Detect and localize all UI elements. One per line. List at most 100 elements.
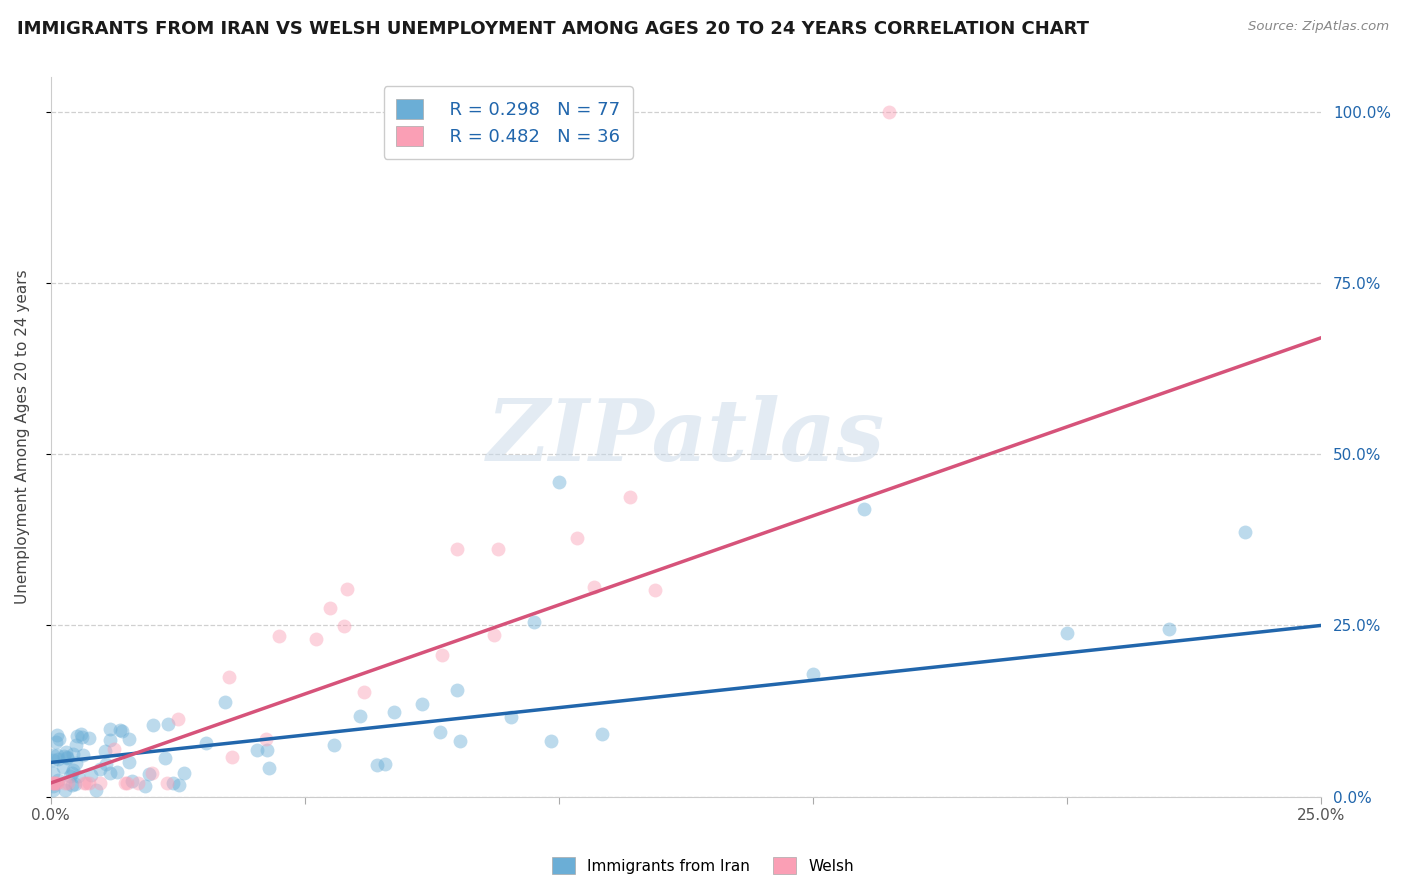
Point xyxy=(218,670,240,684)
Point xyxy=(111,723,134,738)
Point xyxy=(254,732,277,747)
Point xyxy=(1056,626,1078,640)
Point xyxy=(62,747,84,761)
Point xyxy=(167,712,190,726)
Point xyxy=(353,685,375,699)
Point xyxy=(46,752,69,766)
Point xyxy=(66,730,89,744)
Point xyxy=(259,761,281,775)
Point xyxy=(114,776,136,790)
Point xyxy=(565,532,588,546)
Point xyxy=(349,709,371,723)
Point xyxy=(411,698,433,712)
Point xyxy=(449,734,471,748)
Point xyxy=(65,756,87,770)
Point xyxy=(79,776,101,790)
Point xyxy=(89,762,111,776)
Point xyxy=(156,776,179,790)
Point xyxy=(336,582,359,597)
Point xyxy=(66,769,89,783)
Point xyxy=(591,727,613,741)
Point xyxy=(62,763,84,777)
Text: IMMIGRANTS FROM IRAN VS WELSH UNEMPLOYMENT AMONG AGES 20 TO 24 YEARS CORRELATION: IMMIGRANTS FROM IRAN VS WELSH UNEMPLOYME… xyxy=(17,20,1088,37)
Point xyxy=(89,776,111,790)
Point xyxy=(56,776,79,790)
Point xyxy=(53,748,76,763)
Point xyxy=(103,741,125,756)
Point xyxy=(121,774,143,789)
Point xyxy=(619,490,641,504)
Point xyxy=(134,779,156,793)
Text: Source: ZipAtlas.com: Source: ZipAtlas.com xyxy=(1249,20,1389,33)
Point xyxy=(93,744,115,758)
Point xyxy=(79,768,101,782)
Point xyxy=(42,776,65,790)
Point xyxy=(446,682,468,697)
Point xyxy=(382,705,405,719)
Point xyxy=(214,695,236,709)
Point xyxy=(56,751,79,765)
Point xyxy=(55,745,77,759)
Point xyxy=(305,632,328,647)
Point xyxy=(127,776,149,790)
Point xyxy=(501,709,523,723)
Point xyxy=(115,776,138,790)
Point xyxy=(53,776,76,790)
Point xyxy=(72,747,94,762)
Point xyxy=(429,724,451,739)
Point xyxy=(108,723,131,738)
Point xyxy=(77,731,100,745)
Point xyxy=(245,743,267,757)
Point xyxy=(42,765,65,780)
Point xyxy=(583,580,606,594)
Point xyxy=(53,782,76,797)
Point xyxy=(167,778,190,792)
Y-axis label: Unemployment Among Ages 20 to 24 years: Unemployment Among Ages 20 to 24 years xyxy=(15,269,30,605)
Point xyxy=(173,765,195,780)
Point xyxy=(548,475,571,489)
Point xyxy=(52,759,75,773)
Point xyxy=(73,776,96,790)
Point xyxy=(59,769,82,783)
Point xyxy=(70,730,93,744)
Point xyxy=(42,753,65,767)
Point xyxy=(45,747,67,762)
Point xyxy=(195,736,218,750)
Point xyxy=(98,732,121,747)
Text: ZIPatlas: ZIPatlas xyxy=(486,395,884,479)
Point xyxy=(374,756,396,771)
Point xyxy=(98,765,121,780)
Point xyxy=(45,776,67,790)
Point xyxy=(852,502,875,516)
Point xyxy=(118,755,141,769)
Point xyxy=(366,758,388,772)
Point xyxy=(269,629,291,643)
Point xyxy=(877,104,900,119)
Point xyxy=(98,722,121,736)
Point xyxy=(84,782,107,797)
Point xyxy=(801,667,824,681)
Point xyxy=(482,628,505,642)
Point xyxy=(60,765,83,780)
Point xyxy=(141,766,163,780)
Legend:   R = 0.298   N = 77,   R = 0.482   N = 36: R = 0.298 N = 77, R = 0.482 N = 36 xyxy=(384,87,633,159)
Point xyxy=(540,734,562,748)
Point xyxy=(446,542,468,557)
Point xyxy=(522,615,544,629)
Point xyxy=(46,773,69,788)
Point xyxy=(42,782,65,797)
Point xyxy=(45,734,67,748)
Point xyxy=(56,750,79,764)
Point xyxy=(42,776,65,790)
Point xyxy=(256,743,278,757)
Point xyxy=(60,778,83,792)
Point xyxy=(323,739,346,753)
Point xyxy=(221,749,243,764)
Point xyxy=(65,738,87,752)
Point xyxy=(486,542,509,557)
Point xyxy=(142,718,165,732)
Point xyxy=(105,764,128,779)
Point xyxy=(69,727,91,741)
Point xyxy=(45,728,67,742)
Point xyxy=(42,776,65,790)
